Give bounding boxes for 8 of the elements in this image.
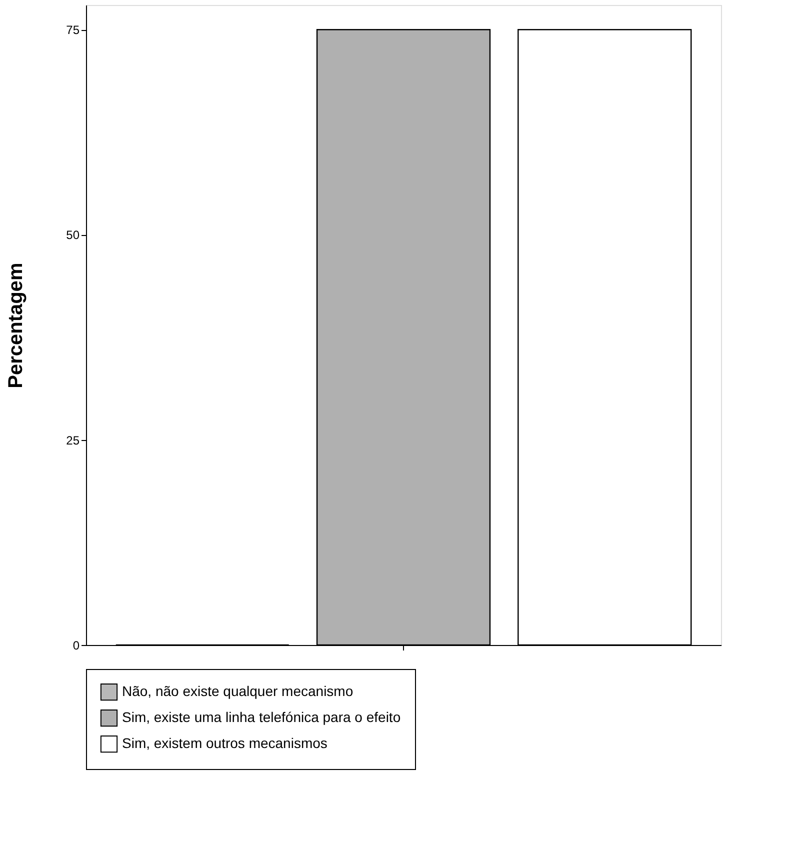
y-tick-label: 50 <box>66 228 80 242</box>
y-axis-title: Percentagem <box>5 262 28 388</box>
y-tick-label: 75 <box>66 23 80 38</box>
legend-label: Sim, existe uma linha telefónica para o efeito <box>122 709 401 725</box>
legend-label: Não, não existe qualquer mecanismo <box>122 683 354 699</box>
legend-label: Sim, existem outros mecanismos <box>122 735 328 751</box>
y-tick-label: 0 <box>72 638 80 652</box>
y-tick-label: 25 <box>66 433 80 448</box>
